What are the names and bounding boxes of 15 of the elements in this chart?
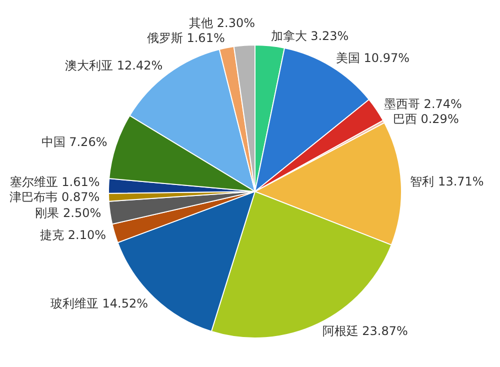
slice-label: 刚果 2.50% <box>35 206 102 220</box>
slice-label: 加拿大 3.23% <box>270 28 349 43</box>
slice-label: 俄罗斯 1.61% <box>146 31 225 46</box>
slice-label: 美国 10.97% <box>336 50 410 65</box>
slice-label: 捷克 2.10% <box>40 228 106 242</box>
slice-label: 中国 7.26% <box>41 135 108 150</box>
slice-label: 阿根廷 23.87% <box>322 324 408 338</box>
slice-label: 津巴布韦 0.87% <box>10 190 100 204</box>
slice-label: 墨西哥 2.74% <box>384 96 462 111</box>
slice-label: 塞尔维亚 1.61% <box>10 174 100 189</box>
slice-label: 澳大利亚 12.42% <box>65 58 163 73</box>
slice-label: 巴西 0.29% <box>392 112 459 126</box>
slice-label: 玻利维亚 14.52% <box>50 296 148 311</box>
slice-label: 其他 2.30% <box>189 16 255 30</box>
slice-label: 智利 13.71% <box>410 174 484 189</box>
